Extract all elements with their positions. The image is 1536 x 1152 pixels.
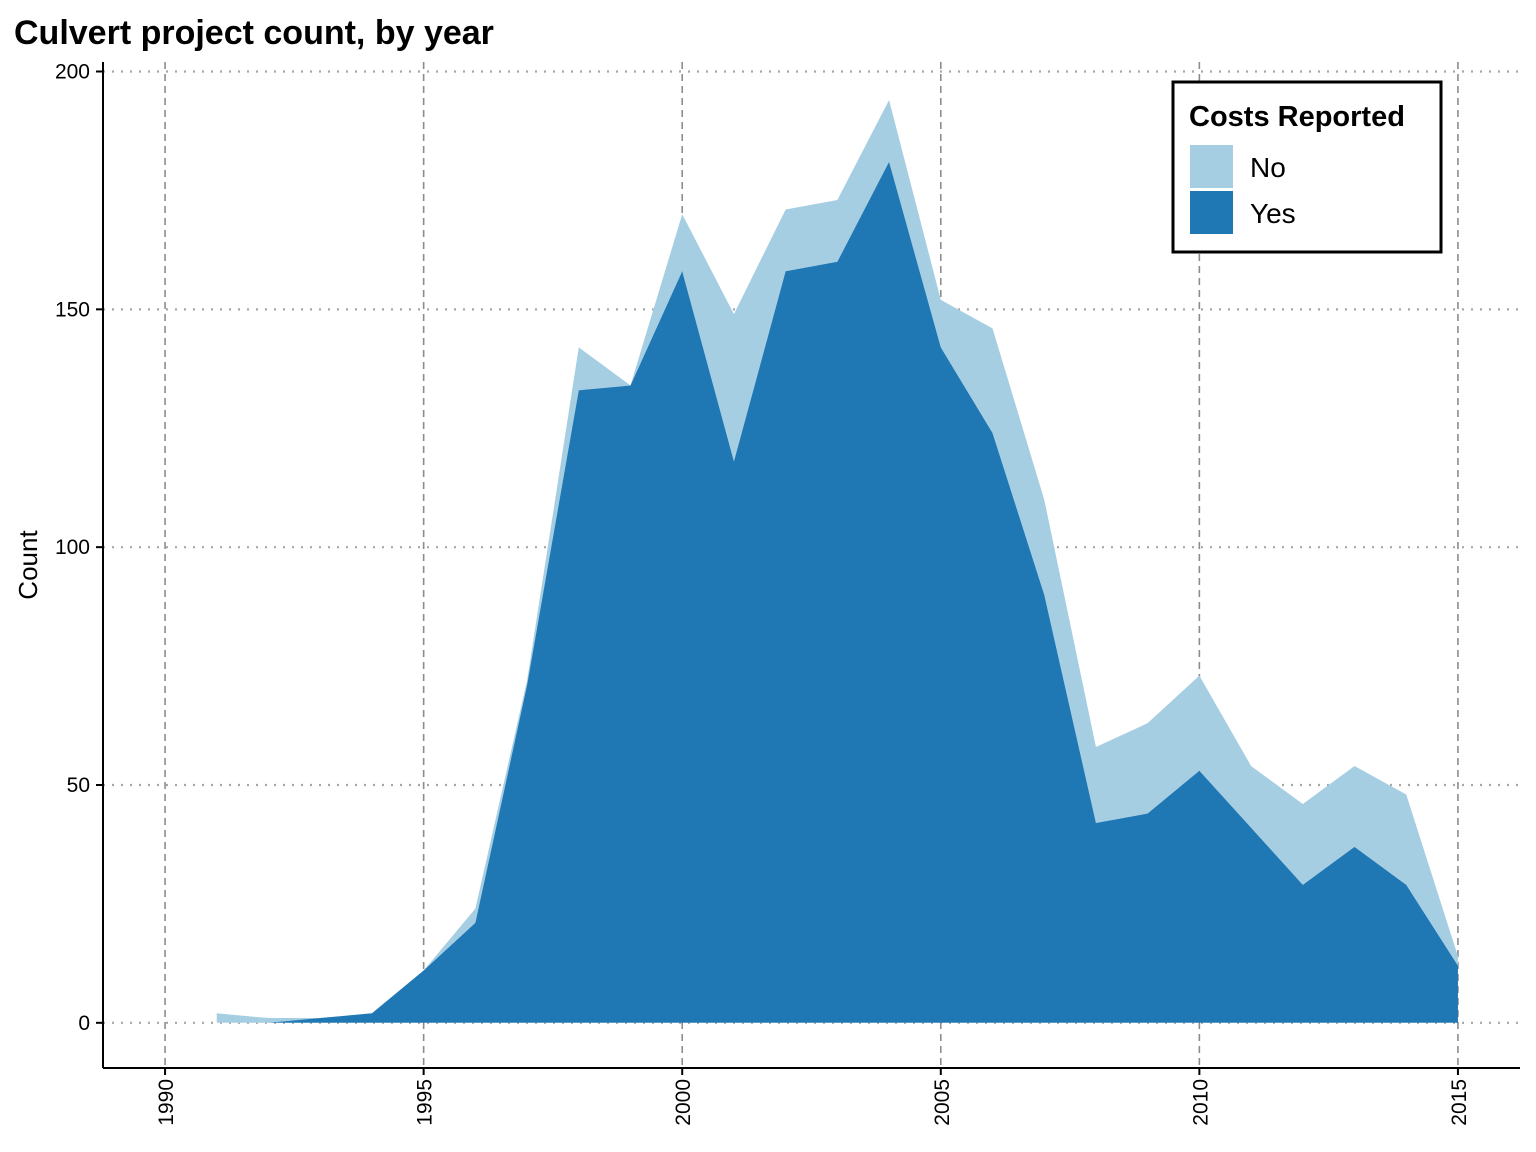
- x-tick-label: 2015: [1448, 1079, 1471, 1126]
- x-tick-label: 2000: [672, 1079, 695, 1126]
- grid: [103, 62, 1520, 1068]
- y-tick-label: 0: [78, 1012, 90, 1035]
- legend-title: Costs Reported: [1189, 101, 1405, 133]
- x-tick-label: 1995: [414, 1079, 437, 1126]
- stacked-areas: [216, 100, 1458, 1023]
- legend-label-yes: Yes: [1250, 198, 1296, 229]
- legend: Costs Reported No Yes: [1171, 80, 1443, 254]
- legend-swatch-yes: [1190, 191, 1233, 234]
- chart-title: Culvert project count, by year: [14, 14, 494, 52]
- x-tick-label: 2005: [931, 1079, 954, 1126]
- y-tick-label: 150: [55, 298, 90, 321]
- axes: 0 50 100 150 200 1990 1995 2000 2005 2010 2015: [55, 61, 1520, 1126]
- area-series-yes: [216, 161, 1458, 1023]
- y-tick-label: 100: [55, 536, 90, 559]
- legend-label-no: No: [1250, 152, 1286, 183]
- area-series-no: [216, 100, 1458, 1023]
- legend-items: No Yes: [1190, 145, 1296, 234]
- y-axis-title: Count: [13, 530, 43, 600]
- y-tick-label: 200: [55, 61, 90, 84]
- x-tick-label: 1990: [155, 1079, 178, 1126]
- y-tick-label: 50: [67, 774, 90, 797]
- x-tick-label: 2010: [1189, 1079, 1212, 1126]
- legend-swatch-no: [1190, 145, 1233, 188]
